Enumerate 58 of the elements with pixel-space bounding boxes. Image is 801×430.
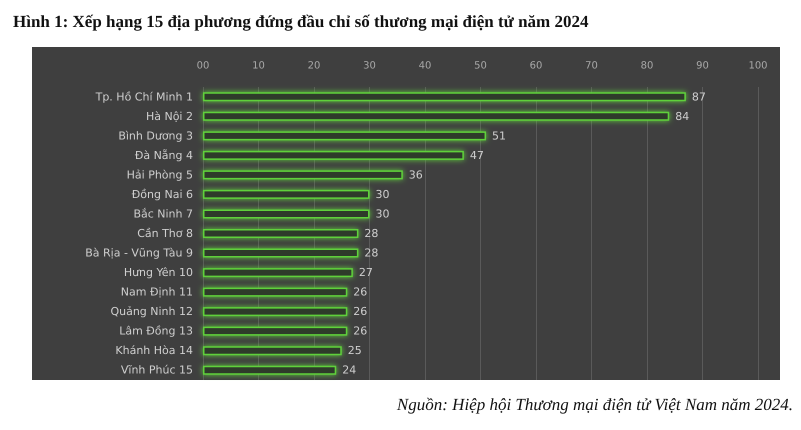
data-label: 36 [408, 168, 423, 182]
bar [203, 92, 686, 102]
y-tick-label: Hải Phòng 5 [126, 168, 193, 182]
y-tick-label: Bà Rịa - Vũng Tàu 9 [85, 246, 193, 260]
x-tick-label: 50 [474, 60, 487, 72]
data-label: 30 [376, 207, 390, 220]
x-tick-label: 30 [363, 60, 376, 72]
data-label: 26 [353, 305, 368, 318]
data-label: 84 [675, 110, 690, 123]
x-tick-label: 90 [696, 60, 709, 72]
y-tick-label: Lâm Đồng 13 [119, 324, 193, 338]
bar [203, 170, 403, 180]
y-tick-label: Cần Thơ 8 [137, 227, 193, 240]
bar [203, 326, 348, 336]
y-tick-label: Bắc Ninh 7 [133, 207, 193, 220]
bar [203, 131, 486, 140]
data-label: 30 [376, 188, 390, 201]
bar [203, 288, 348, 297]
x-tick-label: 70 [585, 60, 598, 72]
data-label: 27 [358, 266, 373, 280]
bar [203, 190, 370, 199]
data-label: 25 [348, 344, 362, 358]
bar [203, 209, 370, 218]
data-label: 28 [364, 227, 378, 240]
data-label: 24 [342, 364, 356, 377]
text: Nguồn: Hiệp hội Thương mại điện tử Việt Nam năm 2024. [396, 395, 794, 414]
bar [203, 229, 358, 238]
x-tick-label: 40 [418, 60, 432, 72]
data-label: 87 [692, 90, 706, 104]
y-tick-label: Nam Định 11 [120, 286, 193, 299]
data-label: 28 [364, 246, 378, 260]
data-label: 47 [470, 148, 484, 162]
x-tick-label: 20 [308, 60, 320, 72]
y-tick-label: Vĩnh Phúc 15 [120, 364, 193, 377]
bar [203, 268, 353, 278]
x-tick-label: 00 [196, 60, 210, 72]
y-tick-label: Tp. Hồ Chí Minh 1 [94, 90, 193, 104]
bar [203, 307, 348, 316]
bar [203, 248, 358, 258]
x-tick-label: 80 [640, 60, 654, 72]
x-tick-label: 60 [530, 60, 542, 72]
y-tick-label: Hưng Yên 10 [124, 266, 193, 280]
data-label: 51 [492, 129, 506, 142]
data-label: 26 [353, 324, 368, 338]
bar [203, 346, 342, 356]
y-tick-label: Đồng Nai 6 [132, 188, 193, 201]
data-label: 26 [353, 286, 368, 299]
bar [203, 366, 336, 375]
y-tick-label: Đà Nẵng 4 [134, 148, 193, 162]
y-tick-label: Khánh Hòa 14 [115, 344, 193, 358]
bar [203, 150, 464, 160]
chart-title: Hình 1: Xếp hạng 15 địa phương đứng đầu chỉ số thương mại điện tử năm 2024 [13, 12, 589, 31]
y-tick-label: Bình Dương 3 [118, 129, 193, 142]
bar [203, 112, 670, 121]
x-tick-label: 100 [748, 60, 768, 72]
y-tick-label: Hà Nội 2 [146, 110, 193, 123]
x-tick-label: 10 [252, 60, 265, 72]
y-tick-label: Quảng Ninh 12 [110, 305, 193, 318]
